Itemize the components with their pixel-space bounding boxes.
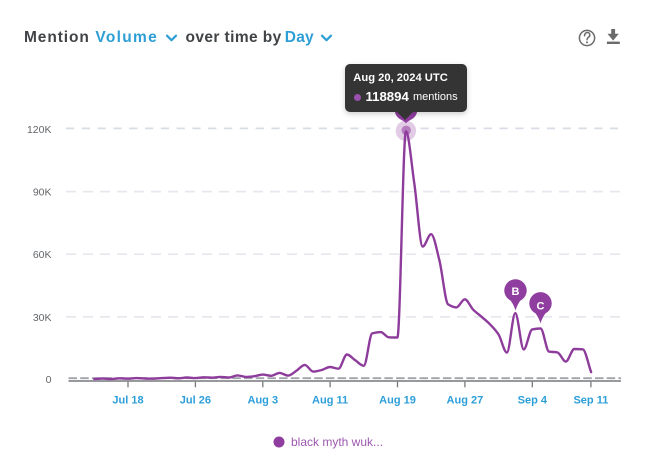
svg-text:Sep 4: Sep 4 xyxy=(518,394,548,406)
svg-text:0: 0 xyxy=(46,374,52,386)
svg-text:30K: 30K xyxy=(33,312,52,324)
svg-text:B: B xyxy=(512,286,520,298)
svg-text:Aug 3: Aug 3 xyxy=(248,394,279,406)
svg-text:90K: 90K xyxy=(33,187,52,199)
svg-text:black myth wuk...: black myth wuk... xyxy=(291,435,383,449)
svg-text:Aug 11: Aug 11 xyxy=(312,394,348,406)
svg-text:60K: 60K xyxy=(33,249,52,261)
svg-text:Aug 27: Aug 27 xyxy=(447,394,484,406)
svg-text:Aug 19: Aug 19 xyxy=(379,394,416,406)
svg-text:Sep 11: Sep 11 xyxy=(573,394,608,406)
svg-text:C: C xyxy=(537,301,545,313)
svg-text:Jul 18: Jul 18 xyxy=(112,394,143,406)
svg-text:120K: 120K xyxy=(27,124,52,136)
svg-text:Jul 26: Jul 26 xyxy=(180,394,211,406)
